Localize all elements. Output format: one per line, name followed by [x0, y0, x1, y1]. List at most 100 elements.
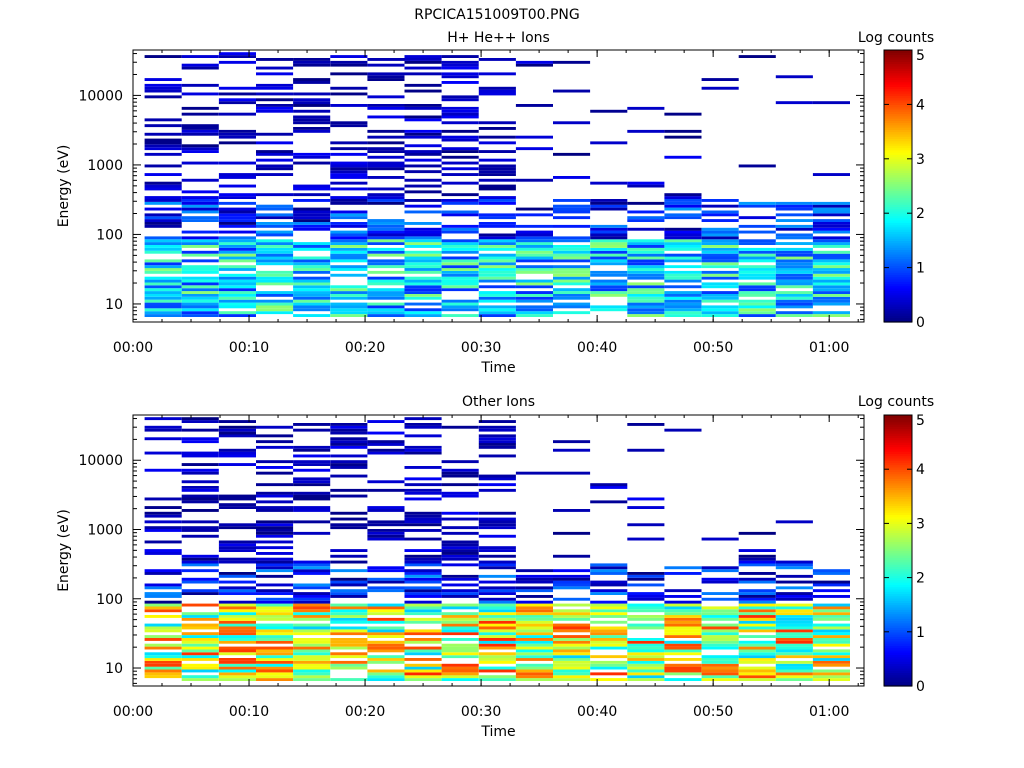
heatmap-cell — [144, 293, 182, 297]
colorbar-segment — [884, 539, 912, 543]
heatmap-cell — [478, 454, 516, 458]
heatmap-cell — [144, 222, 182, 225]
heatmap-cell — [701, 643, 739, 647]
heatmap-cell — [144, 572, 182, 575]
heatmap-cell — [293, 606, 331, 610]
heatmap-cell — [181, 663, 219, 667]
colorbar-segment — [884, 595, 912, 599]
colorbar-segment — [884, 634, 912, 637]
heatmap-cell — [218, 523, 256, 527]
heatmap-cell — [256, 566, 294, 570]
heatmap-cell — [664, 308, 702, 312]
heatmap-cell — [181, 669, 219, 673]
colorbar-segment — [884, 61, 912, 65]
heatmap-cell — [738, 204, 776, 208]
heatmap-cell — [330, 592, 368, 595]
heatmap-cell — [367, 488, 405, 492]
heatmap-cell — [293, 454, 331, 458]
heatmap-cell — [404, 658, 442, 661]
heatmap-cell — [218, 193, 256, 197]
heatmap-cell — [293, 291, 331, 294]
heatmap-cell — [664, 279, 702, 283]
colorbar-segment — [884, 446, 912, 450]
heatmap-cell — [404, 589, 442, 593]
colorbar-segment — [884, 631, 912, 635]
heatmap-cell — [701, 276, 739, 280]
heatmap-cell — [441, 106, 479, 110]
colorbar-segment — [884, 84, 912, 87]
heatmap-cell — [256, 574, 294, 578]
heatmap-cell — [181, 311, 219, 315]
heatmap-cell — [664, 256, 702, 260]
heatmap-cell — [553, 574, 591, 578]
heatmap-cell — [441, 167, 479, 171]
heatmap-cell — [627, 239, 665, 243]
heatmap-cell — [590, 259, 628, 263]
heatmap-cell — [256, 629, 294, 633]
colorbar-segment — [884, 72, 912, 76]
heatmap-cell — [367, 259, 405, 263]
colorbar-segment — [884, 104, 912, 108]
heatmap-cell — [478, 279, 516, 283]
heatmap-cell — [515, 311, 553, 315]
heatmap-cell — [256, 262, 294, 266]
heatmap-cell — [738, 311, 776, 315]
heatmap-cell — [256, 445, 294, 449]
heatmap-cell — [701, 230, 739, 234]
heatmap-cell — [218, 207, 256, 211]
heatmap-cell — [144, 201, 182, 205]
colorbar-segment — [884, 674, 912, 678]
heatmap-cell — [775, 612, 813, 616]
heatmap-cell — [256, 569, 294, 573]
heatmap-cell — [590, 643, 628, 647]
heatmap-cell — [812, 227, 850, 231]
heatmap-cell — [144, 138, 182, 142]
heatmap-cell — [181, 210, 219, 214]
heatmap-cell — [404, 417, 442, 421]
heatmap-cell — [590, 305, 628, 309]
colorbar-segment — [884, 487, 912, 491]
heatmap-cell — [701, 663, 739, 667]
heatmap-cell — [181, 230, 219, 234]
colorbar-segment — [884, 435, 912, 439]
heatmap-cell — [812, 678, 850, 681]
heatmap-cell — [330, 288, 368, 292]
heatmap-cell — [590, 612, 628, 616]
heatmap-cell — [478, 589, 516, 593]
heatmap-cell — [701, 308, 739, 312]
heatmap-cell — [256, 471, 294, 475]
heatmap-cell — [590, 572, 628, 575]
colorbar-segment — [884, 496, 912, 500]
heatmap-cell — [738, 554, 776, 558]
colorbar-segment — [884, 301, 912, 305]
heatmap-cell — [181, 451, 219, 455]
heatmap-cell — [441, 242, 479, 245]
colorbar-segment — [884, 597, 912, 601]
heatmap-cell — [293, 199, 331, 202]
heatmap-cell — [515, 603, 553, 607]
heatmap-cell — [367, 196, 405, 199]
heatmap-cell — [441, 121, 479, 125]
heatmap-cell — [590, 646, 628, 650]
heatmap-cell — [701, 305, 739, 309]
colorbar-segment — [884, 518, 912, 522]
heatmap-cell — [404, 669, 442, 673]
heatmap-cell — [553, 554, 591, 558]
heatmap-cell — [478, 632, 516, 636]
colorbar-segment — [884, 56, 912, 60]
heatmap-cell — [812, 640, 850, 644]
heatmap-cell — [330, 224, 368, 228]
heatmap-cell — [664, 291, 702, 294]
heatmap-cell — [478, 603, 516, 607]
heatmap-cell — [664, 428, 702, 432]
heatmap-cell — [404, 253, 442, 257]
colorbar-segment — [884, 670, 912, 674]
heatmap-cell — [367, 311, 405, 315]
heatmap-cell — [812, 230, 850, 234]
heatmap-cell — [367, 629, 405, 633]
heatmap-cell — [404, 230, 442, 234]
heatmap-cell — [293, 299, 331, 303]
colorbar-segment — [884, 509, 912, 513]
heatmap-cell — [367, 219, 405, 222]
